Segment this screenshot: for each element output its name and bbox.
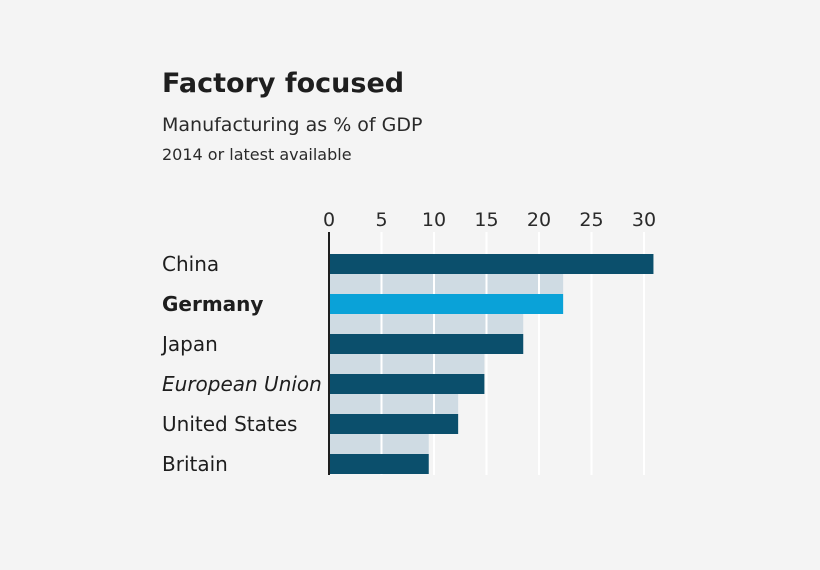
background-band	[329, 274, 564, 294]
bar	[329, 374, 485, 394]
category-label: European Union	[162, 372, 322, 396]
category-label: Japan	[160, 332, 218, 356]
chart-title: Factory focused	[162, 68, 404, 99]
x-tick-label: 20	[527, 209, 551, 231]
chart-note: 2014 or latest available	[162, 145, 352, 164]
x-tick-label: 30	[632, 209, 656, 231]
x-tick-label: 5	[375, 209, 387, 231]
background-band	[329, 434, 429, 454]
category-label: China	[162, 252, 219, 276]
bar	[329, 294, 564, 314]
x-tick-label: 25	[579, 209, 603, 231]
plot-area: 0 5 10 15 20 25 30 China Germany Japan European Un…	[160, 209, 656, 476]
chart-subtitle: Manufacturing as % of GDP	[162, 114, 422, 136]
x-tick-label: 0	[323, 209, 335, 231]
bar	[329, 454, 429, 474]
background-band	[329, 394, 459, 414]
category-label: Germany	[162, 292, 263, 316]
category-label: Britain	[162, 452, 228, 476]
bar	[329, 414, 459, 434]
background-band	[329, 314, 524, 334]
bar	[329, 254, 654, 274]
x-tick-label: 10	[422, 209, 446, 231]
x-tick-label: 15	[474, 209, 498, 231]
background-band	[329, 354, 485, 374]
bar	[329, 334, 524, 354]
category-label: United States	[162, 412, 297, 436]
